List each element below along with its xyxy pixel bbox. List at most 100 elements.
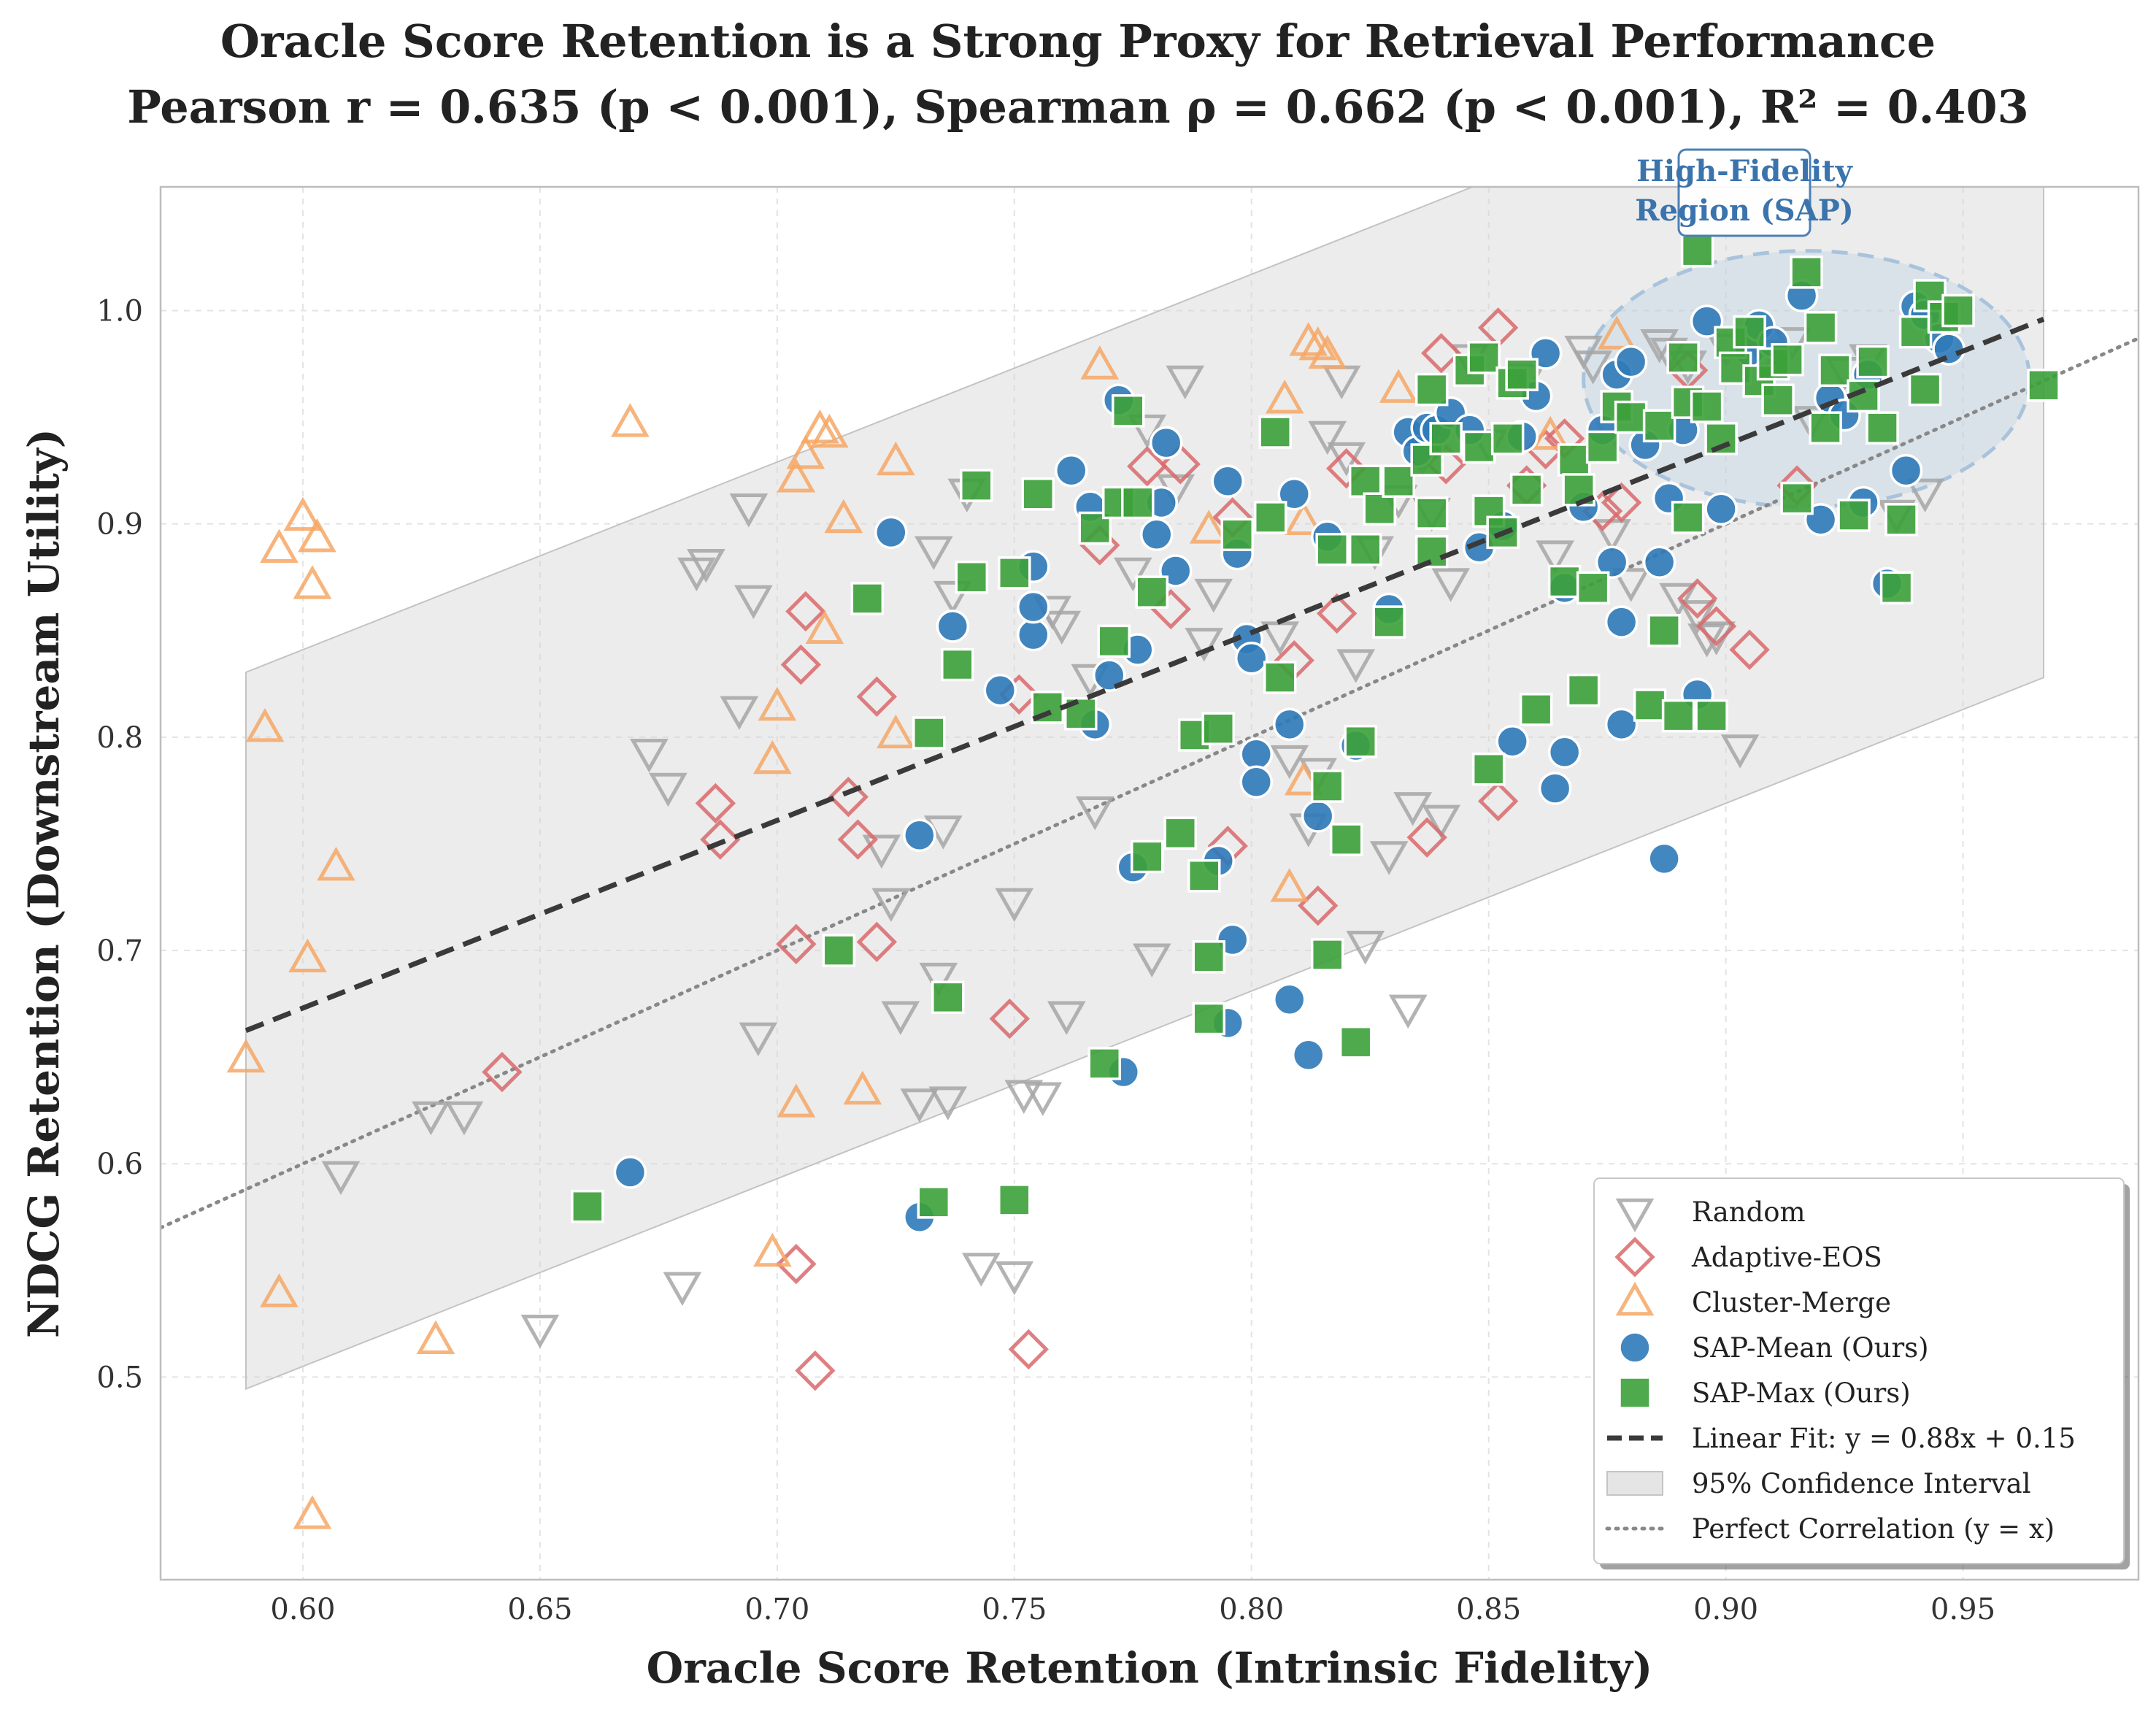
random-point bbox=[1612, 568, 1650, 602]
sap-max-point bbox=[998, 556, 1031, 590]
random-point bbox=[1336, 649, 1376, 683]
legend-label-fit: Linear Fit: y = 0.88x + 0.15 bbox=[1692, 1423, 2076, 1454]
sap-max-point bbox=[1490, 422, 1525, 456]
sap-max-point bbox=[1414, 372, 1449, 407]
random-point bbox=[687, 549, 725, 583]
x-tick-label: 0.95 bbox=[1930, 1593, 1995, 1626]
cluster-merge-point bbox=[298, 518, 336, 553]
fit-line bbox=[245, 317, 2045, 1034]
legend: Random Adaptive-EOS Cluster-Merge SAP-Mean … bbox=[1593, 1177, 2130, 1569]
legend-marker-cluster-merge-point bbox=[1615, 1281, 1655, 1316]
sap-max-point bbox=[1576, 571, 1610, 605]
random-point bbox=[881, 1001, 920, 1035]
random-point bbox=[1185, 628, 1224, 662]
random-point bbox=[1393, 792, 1433, 826]
sap-max-point bbox=[1329, 823, 1363, 856]
x-axis-label: Oracle Score Retention (Intrinsic Fideli… bbox=[647, 1643, 1653, 1693]
random-point bbox=[1346, 931, 1385, 965]
cluster-merge-point bbox=[260, 1273, 299, 1307]
cluster-merge-point bbox=[1308, 334, 1347, 369]
random-point bbox=[1720, 734, 1760, 769]
sap-max-point bbox=[1258, 415, 1292, 449]
sap-mean-point bbox=[1272, 707, 1306, 742]
sap-mean-point bbox=[1614, 345, 1648, 379]
sap-mean-point bbox=[1604, 605, 1639, 639]
cluster-merge-point bbox=[260, 529, 299, 563]
legend-label: Random bbox=[1692, 1196, 1806, 1228]
random-point bbox=[412, 1101, 450, 1136]
cluster-merge-point bbox=[293, 565, 332, 599]
sap-max-point bbox=[1519, 693, 1553, 726]
x-axis-ticks: 0.60 0.65 0.70 0.75 0.80 0.85 0.90 0.95 bbox=[270, 1593, 1995, 1626]
random-point bbox=[729, 493, 769, 528]
adaptive-eos-point bbox=[1326, 448, 1367, 489]
y-tick-label: 0.7 bbox=[96, 934, 143, 968]
cluster-merge-point bbox=[1080, 345, 1120, 380]
random-point bbox=[928, 1086, 968, 1121]
y-tick-label: 0.9 bbox=[96, 508, 143, 542]
random-point bbox=[1047, 1001, 1086, 1035]
sap-max-point bbox=[1633, 688, 1667, 722]
sap-max-point bbox=[2027, 368, 2060, 402]
legend-label: SAP-Max (Ours) bbox=[1692, 1377, 1911, 1409]
sap-mean-point bbox=[1139, 518, 1174, 552]
sap-max-point bbox=[1908, 372, 1942, 407]
random-point bbox=[1194, 578, 1233, 613]
sap-max-point bbox=[1941, 293, 1975, 328]
sap-max-point bbox=[1666, 341, 1700, 374]
sap-max-point bbox=[1414, 496, 1449, 530]
random-point bbox=[919, 962, 958, 997]
adaptive-eos-point bbox=[1420, 333, 1462, 374]
random-point bbox=[933, 580, 972, 615]
random-point bbox=[1042, 610, 1082, 645]
legend-label: Adaptive-EOS bbox=[1691, 1242, 1882, 1273]
sap-max-point bbox=[1642, 409, 1676, 443]
random-point bbox=[871, 888, 911, 923]
chart-subtitle: Pearson r = 0.635 (p < 0.001), Spearman … bbox=[127, 80, 2028, 134]
cluster-merge-point bbox=[786, 434, 825, 469]
adaptive-eos-point bbox=[1695, 606, 1737, 647]
random-point bbox=[649, 772, 688, 807]
x-tick-label: 0.65 bbox=[507, 1593, 572, 1626]
sap-mean-point bbox=[1149, 426, 1183, 460]
high-fidelity-annotation: High-Fidelity Region (SAP) bbox=[1635, 148, 1854, 237]
cluster-merge-point bbox=[245, 707, 285, 742]
random-point bbox=[1422, 804, 1461, 839]
sap-max-point bbox=[1263, 661, 1297, 694]
sap-max-point bbox=[1382, 464, 1415, 498]
sap-max-point bbox=[1837, 499, 1871, 532]
sap-mean-point bbox=[1272, 983, 1306, 1016]
sap-mean-point bbox=[1647, 842, 1681, 876]
random-point bbox=[862, 834, 901, 869]
sap-max-point bbox=[1348, 532, 1382, 566]
sap-mean-point bbox=[1704, 492, 1738, 526]
adaptive-eos-point bbox=[482, 1051, 523, 1093]
random-point bbox=[1906, 478, 1944, 512]
sap-mean-point bbox=[874, 515, 908, 550]
adaptive-eos-point bbox=[1406, 817, 1447, 858]
annotation-line1: High-Fidelity bbox=[1636, 154, 1854, 188]
random-point bbox=[1270, 745, 1309, 780]
sap-mean-point bbox=[1211, 464, 1244, 498]
sap-max-point bbox=[1771, 342, 1804, 377]
sap-max-point bbox=[1310, 769, 1344, 803]
cluster-merge-point bbox=[753, 1232, 792, 1267]
adaptive-eos-point bbox=[700, 819, 741, 860]
legend-marker-sap-mean-point bbox=[1618, 1331, 1652, 1364]
random-point bbox=[1431, 568, 1471, 602]
random-point bbox=[520, 1314, 560, 1349]
x-tick-label: 0.90 bbox=[1693, 1593, 1758, 1626]
sap-max-point bbox=[1680, 234, 1714, 268]
random-point bbox=[1536, 540, 1574, 574]
random-point bbox=[1388, 994, 1428, 1029]
random-point bbox=[1166, 365, 1205, 400]
random-point bbox=[1678, 600, 1717, 634]
sap-mean-point bbox=[613, 1156, 647, 1189]
sap-max-point bbox=[1671, 501, 1705, 534]
sap-max-point bbox=[1790, 255, 1823, 289]
legend-items: Random Adaptive-EOS Cluster-Merge SAP-Mean … bbox=[1605, 1196, 2076, 1545]
sap-max-point bbox=[1315, 532, 1349, 566]
sap-max-point bbox=[1131, 839, 1164, 874]
cluster-merge-point bbox=[876, 714, 915, 749]
cluster-merge-point bbox=[1289, 322, 1328, 356]
